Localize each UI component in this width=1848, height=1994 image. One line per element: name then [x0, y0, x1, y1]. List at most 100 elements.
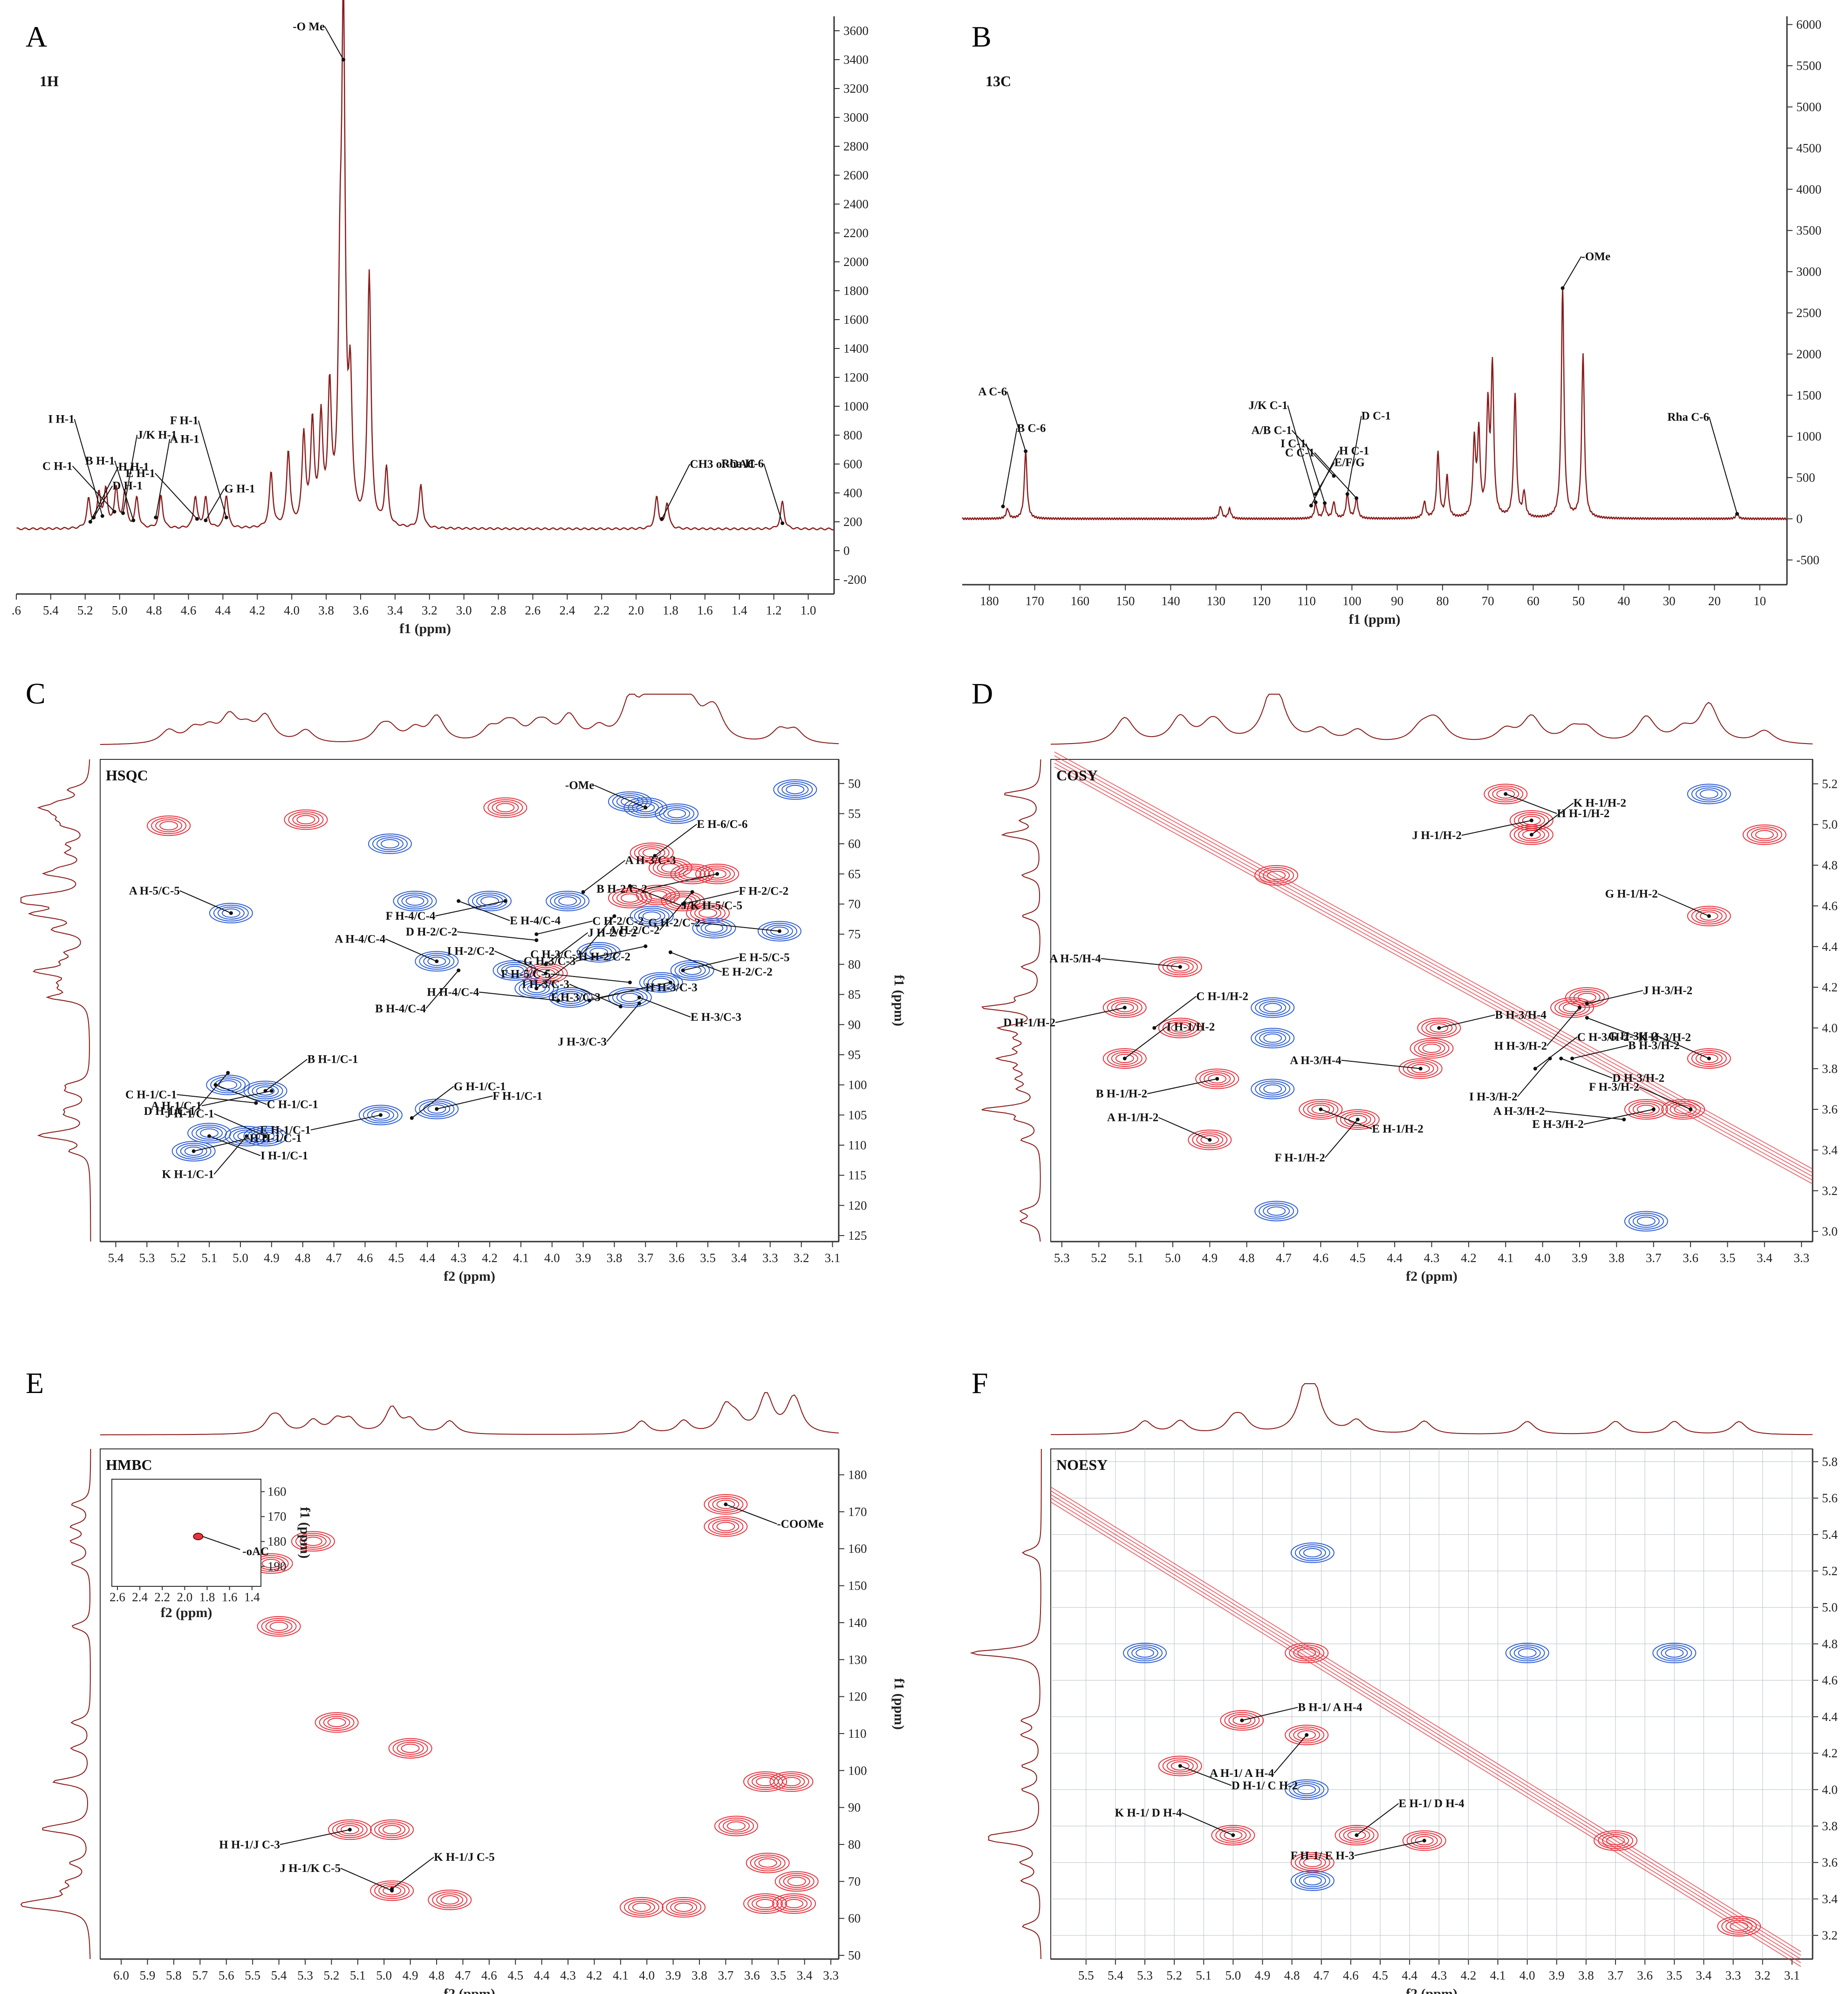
panel-label: F	[972, 1366, 988, 1400]
x-tick-label: 4.1	[1490, 1968, 1506, 1982]
x-tick-label: 5.1	[350, 1968, 366, 1982]
cross-peak-contour	[1215, 1827, 1251, 1844]
cross-peak-contour	[670, 863, 714, 884]
cross-peak-contour	[1636, 1216, 1656, 1226]
annotation-label: A H-3/H-2	[1493, 1105, 1545, 1118]
y-tick-label: 4.4	[1822, 1710, 1838, 1724]
cross-peak-contour	[1628, 1101, 1664, 1118]
annotation-arrow	[324, 26, 344, 60]
cross-peak-contour	[256, 1131, 275, 1141]
cross-peak-contour	[716, 1500, 735, 1509]
cross-peak-contour	[467, 891, 512, 912]
x-tick-label: 5.2	[1091, 1251, 1107, 1265]
x-tick-label: 4.9	[1255, 1968, 1271, 1982]
cross-peak-contour	[256, 1086, 275, 1096]
x-tick-label: 4.3	[1431, 1968, 1447, 1982]
x-tick-label: 4.8	[146, 603, 162, 617]
cross-peak-contour	[1162, 958, 1198, 976]
cross-peak-contour	[401, 1743, 420, 1753]
x-tick-label: 4.2	[587, 1968, 602, 1982]
cross-peak-contour	[754, 1856, 781, 1870]
annotation-arrow	[1154, 996, 1197, 1029]
y-tick-label: 130	[848, 1653, 867, 1666]
y-tick-label: 2400	[843, 197, 869, 211]
y-tick-label: 50	[848, 777, 861, 791]
cross-peak-contour	[209, 902, 253, 923]
cross-peak-contour	[1418, 1042, 1445, 1055]
cross-peak-contour	[480, 896, 499, 906]
y-tick-label: 60	[848, 837, 861, 851]
annotation-arrowhead	[503, 899, 507, 903]
annotation-label: A/B C-1	[1252, 424, 1292, 437]
x-tick-label: 5.1	[201, 1251, 217, 1265]
panel-a-1h-spectrum: .6 5.4 5.2 5.0 4.8 4.6 4.4 4.2 4.0 3.8 3.6 3.4 3.2 3.…	[12, 0, 869, 636]
cross-peak-contour	[1294, 1872, 1330, 1889]
y-tick-label: 5000	[1796, 100, 1821, 114]
annotation-arrowhead	[1622, 1117, 1626, 1121]
annotation-arrowhead	[88, 520, 92, 524]
annotation-arrowhead	[777, 929, 781, 933]
cross-peak-contour	[1406, 1832, 1442, 1849]
y-tick-label: 105	[848, 1108, 867, 1122]
f1-projection-trace	[981, 759, 1041, 1242]
annotation-arrowhead	[1437, 1026, 1441, 1030]
annotation-arrowhead	[226, 1071, 230, 1075]
cross-peak-contour	[1188, 1129, 1232, 1150]
y-tick-label: 90	[848, 1801, 861, 1815]
x-tick-label: 3.1	[1784, 1968, 1800, 1982]
cross-peak-contour	[1717, 1916, 1761, 1937]
x-tick-label: 70	[1482, 594, 1494, 608]
cross-peak-contour	[678, 867, 706, 881]
cross-peak-contour	[1254, 865, 1299, 886]
f2-projection-trace	[1050, 694, 1813, 745]
annotation-arrowhead	[1707, 914, 1711, 918]
annotation-arrow	[72, 465, 115, 512]
diagonal-contour	[1050, 1501, 1801, 1967]
cross-peak-contour	[397, 893, 433, 910]
annotation-arrowhead	[378, 1113, 383, 1117]
cross-peak-contour	[1115, 1053, 1134, 1063]
annotation-arrow	[494, 950, 546, 974]
cross-peak-contour	[1263, 1204, 1290, 1218]
annotation-label: F H-5/C-5	[501, 968, 551, 981]
y-tick-label: 65	[848, 867, 861, 881]
cross-peak-contour	[1307, 1103, 1335, 1116]
inset-y-tick-label: 170	[267, 1509, 287, 1523]
cross-peak-contour	[401, 895, 429, 908]
hmbc-inset: 2.6 2.4 2.2 2.0 1.8 1.6 1.4 160 170 180 190 f2 (ppm…	[110, 1479, 313, 1620]
annotation-arrowhead	[681, 902, 685, 906]
cross-peak-contour	[782, 1777, 801, 1787]
cross-peak-contour	[1102, 1048, 1147, 1069]
cross-peak-contour	[1259, 1082, 1287, 1096]
panel-label: C	[26, 677, 46, 710]
annotation-arrow	[630, 885, 682, 906]
cross-peak-contour	[1661, 1646, 1688, 1659]
annotation-arrowhead	[1585, 1016, 1589, 1020]
annotation-label: G H-1/H-2	[1605, 888, 1658, 900]
annotation-label: J H-3/H-2	[1643, 984, 1692, 997]
annotation-arrow	[1242, 1707, 1298, 1721]
annotation-arrowhead	[534, 938, 539, 942]
y-tick-label: 1000	[1796, 430, 1821, 444]
annotation-label: F H-3/H-2	[1589, 1081, 1639, 1093]
x-tick-label: 4.8	[1284, 1968, 1300, 1982]
x-tick-label: 4.4	[215, 603, 231, 617]
x-tick-label: 4.8	[1239, 1251, 1255, 1265]
annotation-arrow	[213, 1135, 247, 1175]
annotation-label: E H-1	[126, 467, 155, 480]
annotation-arrowhead	[1309, 504, 1313, 508]
x-tick-label: 3.2	[422, 603, 438, 617]
annotation-arrow	[536, 921, 593, 935]
annotation-label: E H-3/C-3	[691, 1011, 741, 1024]
annotation-label: I H-1/H-2	[1167, 1021, 1215, 1033]
y-tick-label: 200	[843, 515, 862, 529]
annotation-arrowhead	[1178, 1764, 1182, 1768]
annotation-arrow	[726, 1504, 777, 1524]
annotation-label: B H-3/H-4	[1495, 1009, 1547, 1021]
cross-peak-contour	[683, 869, 702, 879]
cross-peak-contour	[1624, 1211, 1668, 1232]
cross-peak-contour	[667, 809, 686, 819]
cross-peak-contour	[616, 891, 643, 905]
diagonal-contour	[1054, 766, 1813, 1185]
y-tick-label: 3.8	[1822, 1819, 1838, 1833]
